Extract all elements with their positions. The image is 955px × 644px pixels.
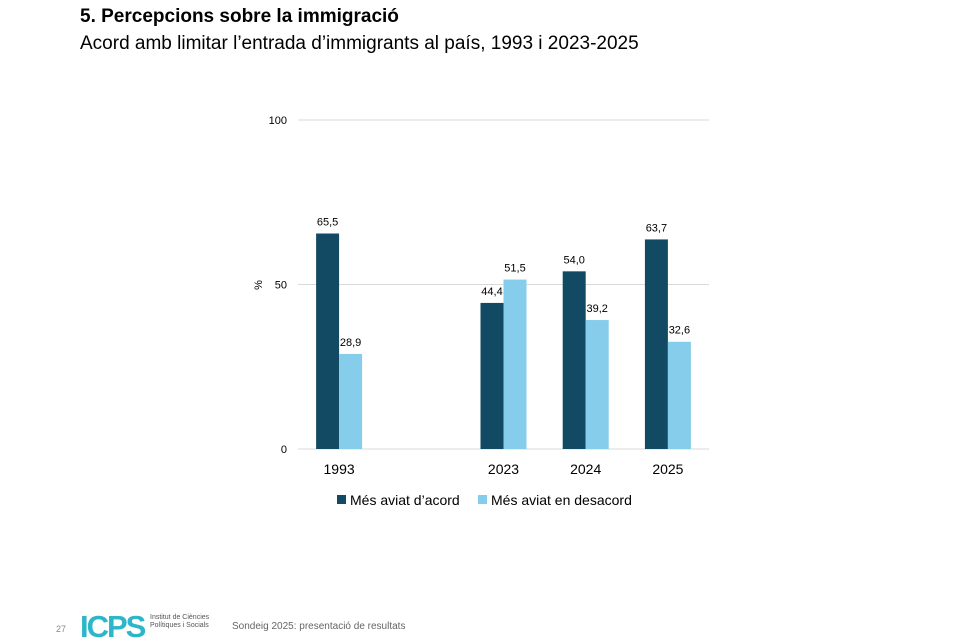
data-label: 32,6 (669, 325, 690, 337)
legend-label: Més aviat en desacord (491, 492, 632, 508)
data-label: 44,4 (481, 286, 502, 298)
bar (480, 302, 504, 449)
data-label: 39,2 (586, 303, 607, 315)
logo-text: Institut de Ciències Polítiques i Social… (150, 614, 210, 629)
x-tick-label: 1993 (324, 461, 355, 477)
page-number: 27 (56, 624, 67, 634)
legend-label: Més aviat d’acord (350, 492, 460, 508)
bar (585, 320, 609, 449)
footer-text: Sondeig 2025: presentació de resultats (232, 621, 406, 632)
legend-swatch (478, 495, 487, 504)
y-tick-label: 50 (275, 280, 287, 292)
icps-logo: ICPS (80, 609, 146, 644)
bar-chart: 0 50 100% 65,5 28,9 1993 44,451,5 2023 54,0 39,2 2… (253, 115, 709, 508)
x-tick-label: 2023 (488, 461, 519, 477)
bar (339, 353, 363, 449)
y-tick-label: 100 (269, 115, 287, 127)
bar (667, 341, 691, 449)
y-tick-label: 0 (281, 444, 287, 456)
bar (316, 233, 340, 449)
x-tick-label: 2025 (652, 461, 683, 477)
y-axis-label: % (253, 280, 265, 290)
page-subtitle: Acord amb limitar l’entrada d’immigrants… (80, 33, 639, 54)
data-label: 51,5 (504, 263, 525, 275)
legend-swatch (337, 495, 346, 504)
data-label: 28,9 (340, 337, 361, 349)
x-tick-label: 2024 (570, 461, 601, 477)
data-label: 54,0 (563, 254, 584, 266)
bar (644, 239, 668, 449)
page-title: 5. Percepcions sobre la immigració (80, 6, 399, 27)
data-label: 65,5 (317, 217, 338, 229)
bar (562, 271, 586, 449)
data-label: 63,7 (646, 222, 667, 234)
bar (503, 279, 527, 449)
